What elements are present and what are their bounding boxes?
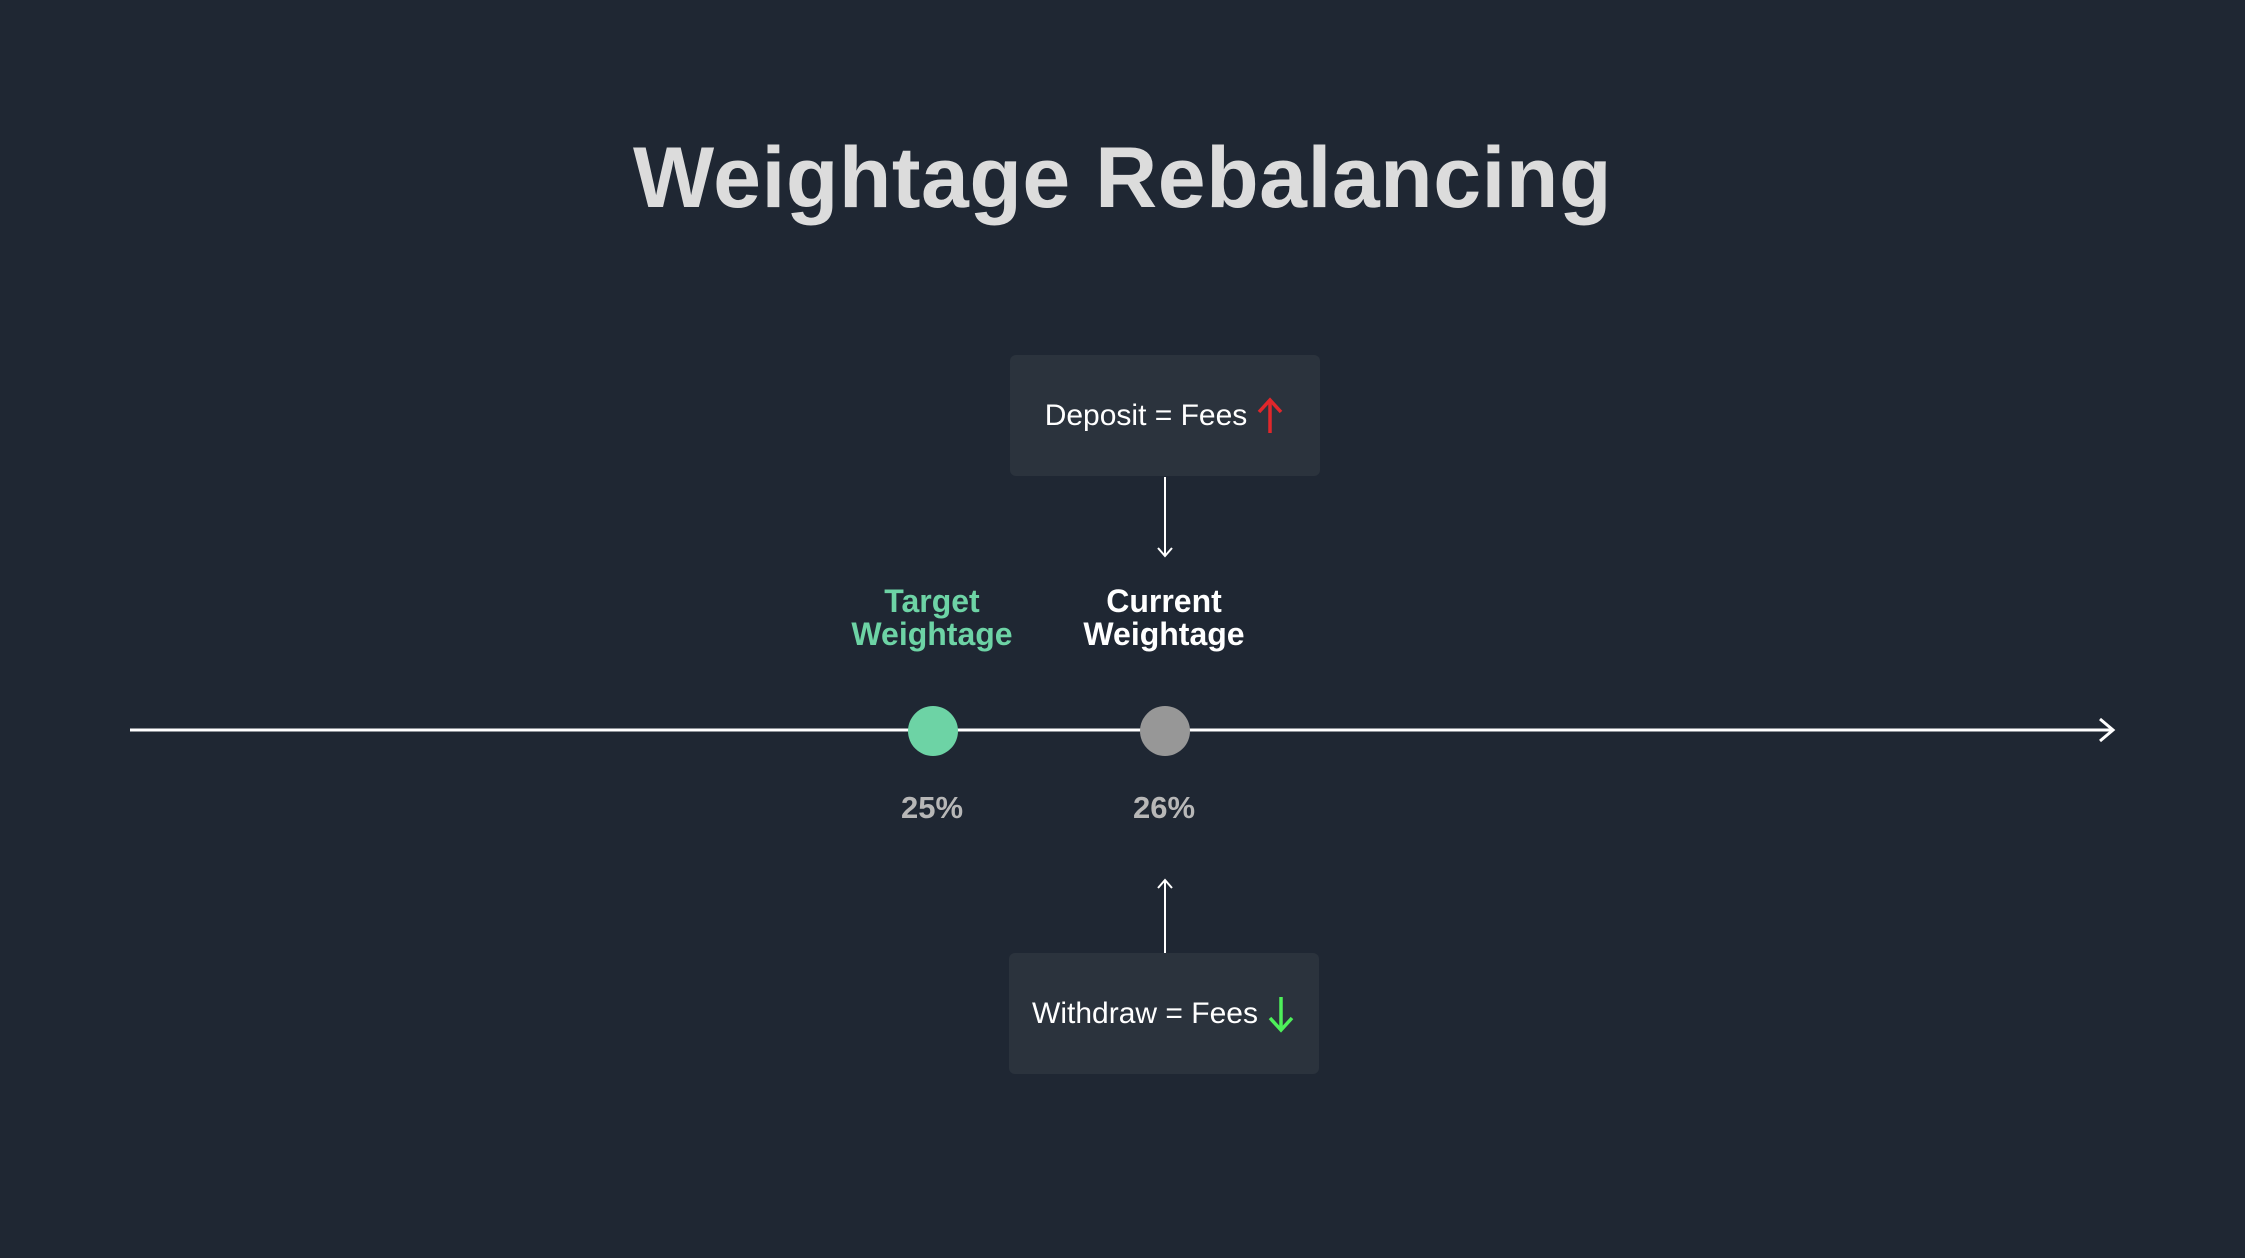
withdraw-connector-arrowhead-icon [1157, 878, 1173, 889]
arrow-down-icon [1268, 996, 1294, 1033]
current-label-line1: Current [1106, 583, 1222, 619]
withdraw-fees-text: Withdraw = Fees [1032, 996, 1258, 1030]
current-weightage-label: Current Weightage [1034, 585, 1294, 651]
axis-arrowhead-icon [2099, 717, 2116, 743]
target-weightage-value: 25% [900, 790, 964, 825]
current-label-line2: Weightage [1083, 616, 1245, 652]
target-weightage-label: Target Weightage [802, 585, 1062, 651]
arrow-up-icon [1258, 396, 1283, 433]
current-weightage-value: 26% [1132, 790, 1196, 825]
current-weightage-marker [1140, 706, 1190, 756]
target-weightage-marker [908, 706, 958, 756]
target-label-line1: Target [884, 583, 980, 619]
withdraw-fees-box: Withdraw = Fees [1009, 953, 1319, 1074]
deposit-connector-arrowhead-icon [1157, 547, 1173, 558]
deposit-fees-box: Deposit = Fees [1010, 355, 1320, 476]
page-title: Weightage Rebalancing [633, 130, 1612, 226]
target-label-line2: Weightage [851, 616, 1013, 652]
deposit-fees-text: Deposit = Fees [1044, 398, 1248, 432]
